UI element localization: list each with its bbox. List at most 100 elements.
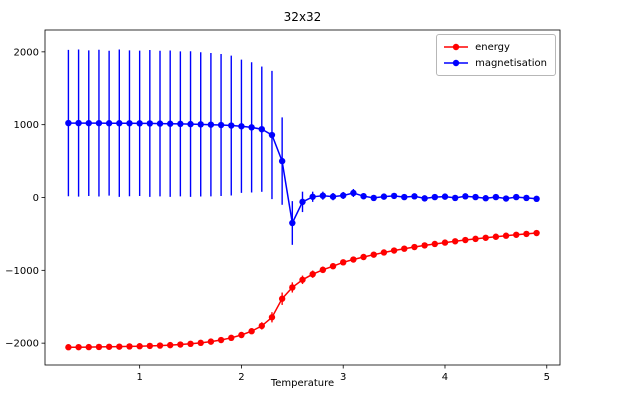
data-point-marker xyxy=(462,236,469,244)
data-point-marker xyxy=(350,189,357,197)
data-point-marker xyxy=(472,235,479,243)
data-point-marker xyxy=(421,242,428,249)
data-point-marker xyxy=(329,193,337,200)
legend-marker-magnetisation-icon xyxy=(444,59,469,67)
data-point-marker xyxy=(177,120,184,128)
data-point-marker xyxy=(299,198,306,206)
data-point-marker xyxy=(340,259,347,266)
data-point-marker xyxy=(146,120,154,127)
data-point-marker xyxy=(482,195,489,202)
data-point-marker xyxy=(309,193,316,200)
x-tick-label: 3 xyxy=(340,372,346,383)
data-point-marker xyxy=(105,120,113,127)
data-point-marker xyxy=(380,249,388,256)
data-point-marker xyxy=(116,120,123,127)
data-point-marker xyxy=(441,193,449,200)
data-point-marker xyxy=(166,341,174,349)
data-point-marker xyxy=(95,343,103,351)
data-point-marker xyxy=(207,121,215,128)
data-point-marker xyxy=(228,122,235,129)
data-point-marker xyxy=(451,194,459,202)
data-point-marker xyxy=(65,344,72,351)
data-point-marker xyxy=(390,247,398,254)
data-point-marker xyxy=(268,314,276,321)
data-point-marker xyxy=(187,340,194,348)
legend-label-energy: energy xyxy=(475,41,510,53)
data-point-marker xyxy=(502,195,510,202)
data-point-marker xyxy=(309,270,316,278)
data-point-marker xyxy=(258,125,265,133)
y-tick-label: 0 xyxy=(33,193,39,204)
series-magnetisation xyxy=(65,49,540,245)
data-point-marker xyxy=(451,238,459,245)
x-tick-label: 5 xyxy=(544,372,550,383)
data-point-marker xyxy=(482,234,489,241)
data-point-marker xyxy=(441,239,449,246)
data-point-marker xyxy=(278,157,286,165)
data-point-marker xyxy=(431,240,439,248)
data-point-marker xyxy=(319,192,327,199)
data-point-marker xyxy=(390,192,398,200)
data-point-marker xyxy=(248,328,255,335)
data-point-marker xyxy=(207,338,215,345)
data-point-marker xyxy=(340,192,347,199)
data-point-marker xyxy=(360,192,367,200)
data-point-marker xyxy=(217,121,225,129)
y-tick-label: −1000 xyxy=(5,266,39,277)
data-point-marker xyxy=(187,120,194,128)
data-point-marker xyxy=(156,120,164,127)
legend-label-magnetisation: magnetisation xyxy=(475,57,547,69)
data-point-marker xyxy=(533,229,540,237)
series-energy xyxy=(65,229,540,351)
data-point-marker xyxy=(156,342,164,349)
data-point-marker xyxy=(238,331,245,339)
data-point-marker xyxy=(299,276,306,283)
x-axis-label: Temperature xyxy=(270,378,335,389)
data-point-marker xyxy=(105,343,113,350)
data-point-marker xyxy=(248,124,255,131)
x-tick-label: 4 xyxy=(442,372,448,383)
data-point-marker xyxy=(136,120,143,127)
data-point-marker xyxy=(513,193,520,201)
data-point-marker xyxy=(197,339,204,347)
data-point-marker xyxy=(502,232,510,239)
series-line xyxy=(68,232,537,348)
data-point-marker xyxy=(533,195,540,203)
y-tick-label: 1000 xyxy=(14,120,39,131)
data-point-marker xyxy=(289,219,296,227)
legend-marker-energy-icon xyxy=(444,43,469,51)
data-point-marker xyxy=(95,119,103,127)
chart-title: 32x32 xyxy=(283,10,322,24)
data-point-marker xyxy=(85,343,92,351)
data-point-marker xyxy=(401,245,408,252)
data-point-marker xyxy=(268,131,276,139)
data-point-marker xyxy=(177,341,184,348)
data-point-marker xyxy=(492,233,500,240)
data-point-marker xyxy=(421,195,428,202)
x-tick-label: 1 xyxy=(136,372,142,383)
data-point-marker xyxy=(85,119,92,127)
data-point-marker xyxy=(319,266,327,274)
data-point-marker xyxy=(289,284,296,291)
x-tick-label: 2 xyxy=(238,372,244,383)
data-point-marker xyxy=(126,343,133,350)
data-point-marker xyxy=(166,120,174,127)
data-point-marker xyxy=(65,119,72,127)
data-point-marker xyxy=(75,119,82,127)
data-point-marker xyxy=(238,123,245,130)
data-point-marker xyxy=(217,336,225,344)
legend-entry-magnetisation: magnetisation xyxy=(443,55,547,71)
data-point-marker xyxy=(380,193,388,200)
y-tick-label: −2000 xyxy=(5,339,39,350)
data-point-marker xyxy=(370,194,377,202)
data-point-marker xyxy=(370,251,377,258)
data-point-marker xyxy=(197,121,204,128)
y-tick-label: 2000 xyxy=(14,47,39,58)
data-point-marker xyxy=(513,231,520,238)
data-point-marker xyxy=(350,256,357,263)
data-point-marker xyxy=(411,193,418,200)
data-point-marker xyxy=(431,193,439,201)
data-point-marker xyxy=(492,193,500,201)
